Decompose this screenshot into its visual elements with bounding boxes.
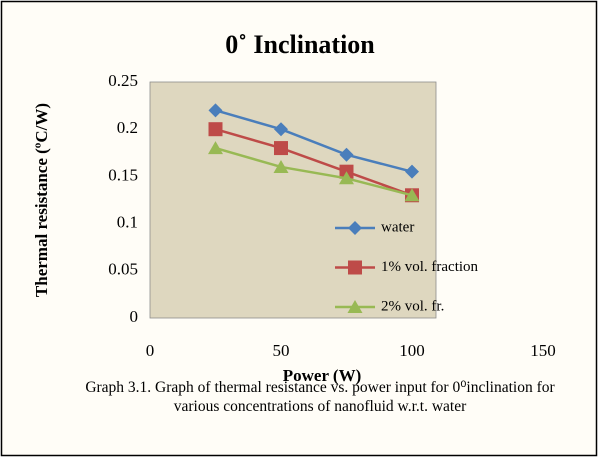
marker — [273, 159, 289, 173]
legend-label: 1% vol. fraction — [381, 259, 479, 275]
series-line — [215, 109, 413, 173]
chart-title: 0˚ Inclination — [225, 30, 375, 59]
caption: Graph 3.1. Graph of thermal resistance v… — [85, 379, 555, 415]
marker — [347, 300, 363, 313]
marker — [208, 103, 223, 118]
marker — [404, 188, 420, 202]
y-tick-label: 0 — [130, 307, 139, 326]
x-axis-label: Power (W) — [283, 366, 362, 385]
marker — [274, 141, 288, 156]
y-axis-label: Thermal resistance (ºC/W) — [32, 103, 51, 297]
marker — [208, 122, 223, 137]
series-line — [215, 127, 413, 197]
marker — [339, 171, 354, 185]
marker — [208, 141, 223, 155]
y-tick-label: 0.05 — [108, 260, 138, 279]
y-tick-label: 0.2 — [117, 118, 138, 137]
x-tick-label: 100 — [399, 341, 425, 360]
legend-label: 2% vol. fr. — [381, 298, 444, 314]
marker — [339, 147, 354, 162]
marker — [405, 164, 419, 179]
y-tick-label: 0.1 — [117, 213, 138, 232]
marker — [348, 260, 362, 275]
series-line — [215, 146, 413, 197]
x-tick-label: 150 — [530, 341, 556, 360]
plot-area — [149, 81, 437, 319]
y-tick-label: 0.25 — [108, 71, 138, 90]
marker — [274, 122, 288, 137]
x-tick-label: 50 — [273, 341, 290, 360]
marker — [348, 221, 362, 235]
legend-label: water — [381, 219, 414, 235]
x-tick-label: 0 — [146, 341, 155, 360]
y-tick-label: 0.15 — [108, 165, 138, 184]
